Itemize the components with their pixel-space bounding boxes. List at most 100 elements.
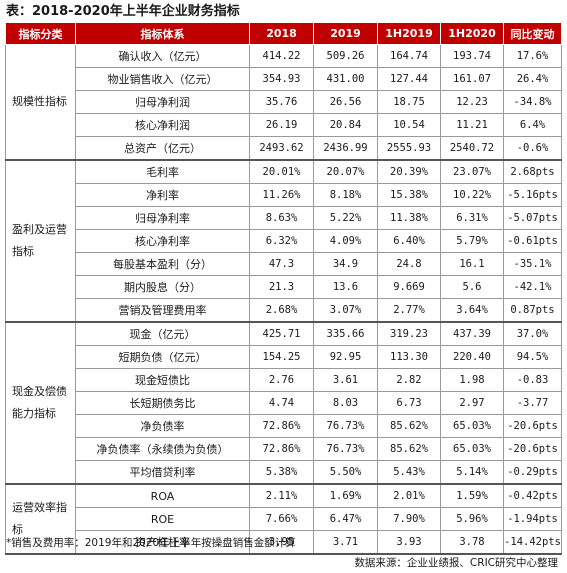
value-1h2019-cell: 11.38% xyxy=(377,206,441,230)
metric-cell: 总资产（亿元） xyxy=(75,136,250,161)
metric-cell: 现金短债比 xyxy=(75,368,250,392)
value-1h2019-cell: 2555.93 xyxy=(377,136,441,161)
value-1h2019-cell: 9.669 xyxy=(377,275,441,299)
value-2018-cell: 3.95 xyxy=(249,530,314,555)
table-row: 归母净利率 8.63% 5.22% 11.38% 6.31% -5.07pts xyxy=(6,206,562,230)
metric-cell: 现金（亿元） xyxy=(75,322,250,346)
value-2018-cell: 414.22 xyxy=(249,44,314,68)
yoy-change-cell: 94.5% xyxy=(503,345,562,369)
metric-cell: 归母净利润 xyxy=(75,90,250,114)
value-2018-cell: 26.19 xyxy=(249,113,314,137)
value-2019-cell: 4.09% xyxy=(313,229,378,253)
value-2018-cell: 154.25 xyxy=(249,345,314,369)
yoy-change-cell: -0.61pts xyxy=(503,229,562,253)
yoy-change-cell: -0.42pts xyxy=(503,484,562,508)
value-1h2020-cell: 10.22% xyxy=(440,183,504,207)
table-row: 现金短债比 2.76 3.61 2.82 1.98 -0.83 xyxy=(6,368,562,392)
value-2018-cell: 72.86% xyxy=(249,414,314,438)
value-2018-cell: 6.32% xyxy=(249,229,314,253)
value-2019-cell: 3.71 xyxy=(313,530,378,555)
value-1h2019-cell: 24.8 xyxy=(377,252,441,276)
yoy-change-cell: -20.6pts xyxy=(503,437,562,461)
header-row: 指标分类 指标体系 2018 2019 1H2019 1H2020 同比变动 xyxy=(5,22,562,45)
table-row: 现金及偿债能力指标 现金（亿元） 425.71 335.66 319.23 437.39 3… xyxy=(5,322,562,485)
yoy-change-cell: -20.6pts xyxy=(503,414,562,438)
metric-cell: 净利率 xyxy=(75,183,250,207)
yoy-change-cell: 6.4% xyxy=(503,113,562,137)
value-1h2020-cell: 2.97 xyxy=(440,391,504,415)
value-1h2020-cell: 5.96% xyxy=(440,507,504,531)
value-1h2020-cell: 161.07 xyxy=(440,67,504,91)
table-row: 净负债率（永续债为负债） 72.86% 76.73% 85.62% 65.03% -20.… xyxy=(6,437,562,461)
value-2019-cell: 3.07% xyxy=(313,298,378,323)
metric-cell: ROE xyxy=(75,507,250,531)
value-2018-cell: 2.11% xyxy=(249,484,314,508)
yoy-change-cell: -14.42pts xyxy=(503,530,562,555)
value-2018-cell: 72.86% xyxy=(249,437,314,461)
table-row: 期内股息（分） 21.3 13.6 9.669 5.6 -42.1% xyxy=(6,275,562,299)
metric-cell: ROA xyxy=(75,484,250,508)
value-1h2020-cell: 2540.72 xyxy=(440,136,504,161)
value-1h2020-cell: 220.40 xyxy=(440,345,504,369)
header-category: 指标分类 xyxy=(5,22,76,45)
yoy-change-cell: -34.8% xyxy=(503,90,562,114)
value-2019-cell: 20.84 xyxy=(313,113,378,137)
yoy-change-cell: -5.16pts xyxy=(503,183,562,207)
value-1h2020-cell: 12.23 xyxy=(440,90,504,114)
metric-cell: 净负债率 xyxy=(75,414,250,438)
value-1h2019-cell: 5.43% xyxy=(377,460,441,485)
value-1h2020-cell: 3.78 xyxy=(440,530,504,555)
value-1h2019-cell: 15.38% xyxy=(377,183,441,207)
footnote: *销售及费用率：2019年和2020年上半年按操盘销售金额计算 xyxy=(6,537,296,549)
value-1h2020-cell: 5.6 xyxy=(440,275,504,299)
header-2018: 2018 xyxy=(249,22,314,45)
value-2019-cell: 76.73% xyxy=(313,414,378,438)
value-1h2020-cell: 193.74 xyxy=(440,44,504,68)
table-row: 平均借贷利率 5.38% 5.50% 5.43% 5.14% -0.29pts xyxy=(6,460,562,485)
value-1h2019-cell: 85.62% xyxy=(377,414,441,438)
yoy-change-cell: -42.1% xyxy=(503,275,562,299)
category-cell: 现金及偿债能力指标 xyxy=(5,322,76,485)
value-1h2020-cell: 65.03% xyxy=(440,414,504,438)
value-2018-cell: 20.01% xyxy=(249,160,314,184)
value-2019-cell: 6.47% xyxy=(313,507,378,531)
metric-cell: 平均借贷利率 xyxy=(75,460,250,485)
value-2019-cell: 92.95 xyxy=(313,345,378,369)
value-2018-cell: 2.68% xyxy=(249,298,314,323)
header-1h2020: 1H2020 xyxy=(440,22,504,45)
table-title: 表：2018-2020年上半年企业财务指标 xyxy=(6,4,240,19)
value-2019-cell: 8.03 xyxy=(313,391,378,415)
value-2018-cell: 7.66% xyxy=(249,507,314,531)
table-body: 规模性指标 确认收入（亿元） 414.22 509.26 164.74 193.74 17.… xyxy=(5,44,562,555)
yoy-change-cell: -1.94pts xyxy=(503,507,562,531)
value-1h2019-cell: 3.93 xyxy=(377,530,441,555)
value-1h2019-cell: 164.74 xyxy=(377,44,441,68)
metric-cell: 每股基本盈利（分） xyxy=(75,252,250,276)
value-1h2019-cell: 18.75 xyxy=(377,90,441,114)
yoy-change-cell: -0.6% xyxy=(503,136,562,161)
value-2019-cell: 76.73% xyxy=(313,437,378,461)
metric-cell: 物业销售收入（亿元） xyxy=(75,67,250,91)
value-1h2020-cell: 6.31% xyxy=(440,206,504,230)
value-1h2020-cell: 23.07% xyxy=(440,160,504,184)
value-2018-cell: 354.93 xyxy=(249,67,314,91)
yoy-change-cell: 37.0% xyxy=(503,322,562,346)
data-source: 数据来源：企业业绩报、CRIC研究中心整理 xyxy=(354,557,558,569)
value-2019-cell: 5.50% xyxy=(313,460,378,485)
metric-cell: 净负债率（永续债为负债） xyxy=(75,437,250,461)
header-metric: 指标体系 xyxy=(75,22,250,45)
category-cell: 盈利及运营指标 xyxy=(5,160,76,323)
value-2019-cell: 20.07% xyxy=(313,160,378,184)
value-2019-cell: 8.18% xyxy=(313,183,378,207)
table-row: ROE 7.66% 6.47% 7.90% 5.96% -1.94pts xyxy=(6,507,562,531)
table-row: 长短期债务比 4.74 8.03 6.73 2.97 -3.77 xyxy=(6,391,562,415)
yoy-change-cell: -0.29pts xyxy=(503,460,562,485)
yoy-change-cell: -3.77 xyxy=(503,391,562,415)
value-1h2020-cell: 437.39 xyxy=(440,322,504,346)
value-2019-cell: 431.00 xyxy=(313,67,378,91)
value-2018-cell: 47.3 xyxy=(249,252,314,276)
metric-cell: 核心净利率 xyxy=(75,229,250,253)
value-1h2020-cell: 1.98 xyxy=(440,368,504,392)
metric-cell: 短期负债（亿元） xyxy=(75,345,250,369)
value-1h2020-cell: 11.21 xyxy=(440,113,504,137)
